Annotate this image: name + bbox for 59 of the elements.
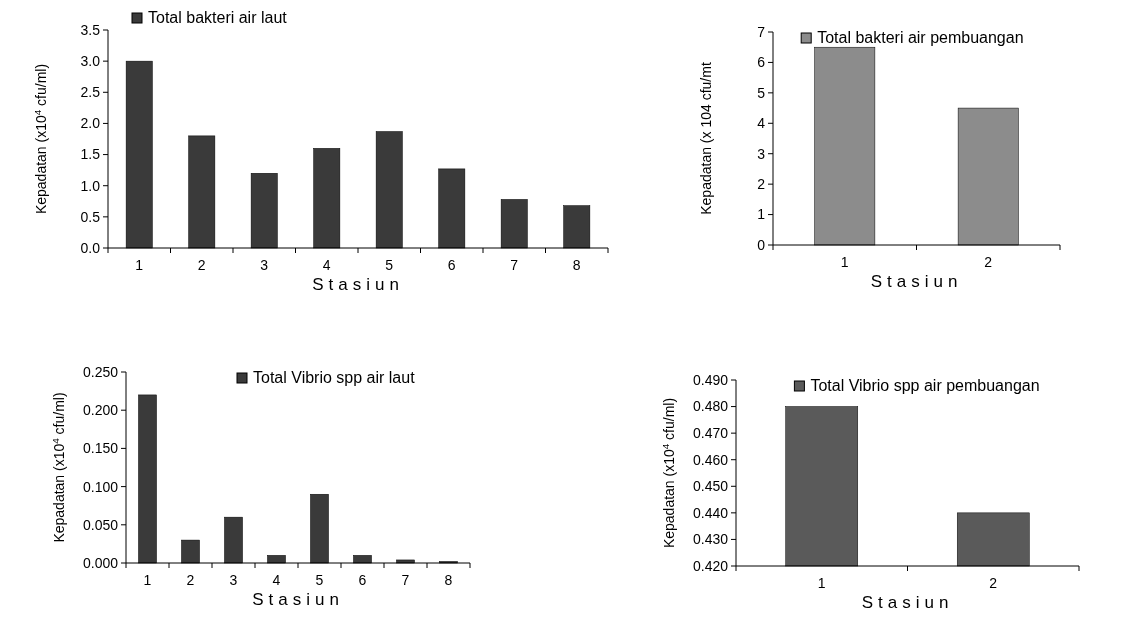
x-tick-label: 8 (572, 257, 581, 273)
legend-label: Total Vibrio spp air laut (253, 369, 416, 386)
x-tick-label: 3 (229, 572, 238, 588)
x-tick-label: 2 (989, 575, 998, 591)
legend-label: Total bakteri air pembuangan (817, 29, 1024, 46)
legend-label: Total Vibrio spp air pembuangan (810, 377, 1040, 394)
y-tick-label: 0.0 (80, 239, 101, 256)
y-tick-label: 4 (757, 115, 766, 132)
y-tick-label: 3.0 (80, 53, 101, 70)
y-tick-label: 0 (757, 236, 766, 253)
x-axis-title: Stasiun (870, 272, 963, 291)
x-tick-label: 7 (401, 572, 410, 588)
x-tick-label: 1 (817, 575, 826, 591)
y-tick-label: 0.430 (692, 531, 729, 548)
x-tick-label: 4 (272, 572, 281, 588)
y-tick-label: 2.5 (80, 84, 101, 101)
x-tick-label: 1 (840, 254, 849, 270)
x-tick-label: 6 (358, 572, 367, 588)
y-tick-label: 0.250 (82, 363, 119, 380)
y-tick-label: 2.0 (80, 115, 101, 132)
y-tick-label: 1.5 (80, 146, 101, 163)
y-tick-label: 0.480 (692, 398, 729, 415)
x-tick-label: 1 (143, 572, 152, 588)
y-tick-label: 0.200 (82, 402, 119, 419)
x-tick-label: 5 (315, 572, 324, 588)
x-tick-label: 4 (322, 257, 331, 273)
x-tick-label: 2 (197, 257, 206, 273)
x-axis-title: Stasiun (252, 590, 344, 609)
y-tick-label: 1 (757, 206, 766, 223)
y-tick-label: 0.000 (82, 554, 119, 571)
y-tick-label: 0.420 (692, 557, 729, 574)
legend-label: Total bakteri air laut (148, 9, 288, 26)
x-tick-label: 6 (447, 257, 456, 273)
y-tick-label: 3.5 (80, 21, 101, 38)
y-tick-label: 0.470 (692, 425, 729, 442)
x-tick-label: 2 (186, 572, 195, 588)
y-tick-label: 0.450 (692, 478, 729, 495)
y-tick-label: 6 (757, 54, 766, 71)
y-axis-title: Kepadatan (x 104 cfu/mt (698, 62, 714, 215)
x-axis-title: Stasiun (312, 275, 404, 294)
y-tick-label: 0.100 (82, 478, 119, 495)
x-tick-label: 1 (135, 257, 144, 273)
x-tick-label: 8 (444, 572, 453, 588)
y-tick-label: 0.440 (692, 504, 729, 521)
y-tick-label: 0.5 (80, 208, 101, 225)
x-axis-title: Stasiun (861, 593, 954, 612)
x-tick-label: 7 (510, 257, 519, 273)
y-tick-label: 3 (757, 145, 766, 162)
y-tick-label: 0.050 (82, 516, 119, 533)
x-tick-label: 2 (984, 254, 993, 270)
y-tick-label: 0.490 (692, 371, 729, 388)
x-tick-label: 5 (385, 257, 394, 273)
x-tick-label: 3 (260, 257, 269, 273)
y-tick-label: 2 (757, 176, 766, 193)
y-tick-label: 5 (757, 84, 766, 101)
y-tick-label: 0.460 (692, 451, 729, 468)
y-tick-label: 0.150 (82, 440, 119, 457)
y-tick-label: 7 (757, 23, 766, 40)
y-tick-label: 1.0 (80, 177, 101, 194)
